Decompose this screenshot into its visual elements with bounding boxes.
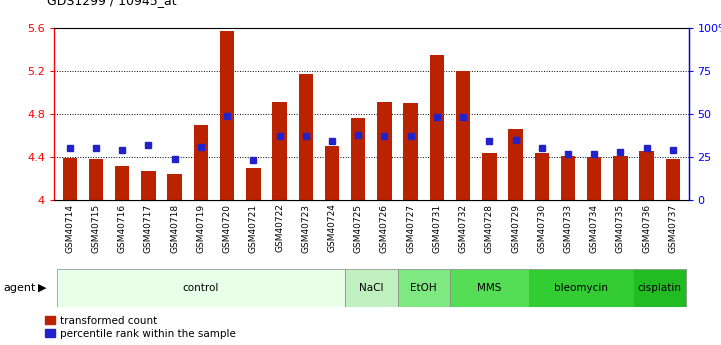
Bar xyxy=(450,269,528,307)
Bar xyxy=(528,269,634,307)
Text: EtOH: EtOH xyxy=(410,283,437,293)
Text: GSM40736: GSM40736 xyxy=(642,204,651,253)
Bar xyxy=(141,171,156,200)
Text: GSM40728: GSM40728 xyxy=(485,204,494,253)
Legend: transformed count, percentile rank within the sample: transformed count, percentile rank withi… xyxy=(45,316,236,339)
Text: control: control xyxy=(182,283,219,293)
Bar xyxy=(534,152,549,200)
Text: GSM40725: GSM40725 xyxy=(354,204,363,253)
Bar xyxy=(220,31,234,200)
Text: GSM40734: GSM40734 xyxy=(590,204,598,253)
Bar xyxy=(640,150,654,200)
Bar xyxy=(324,146,339,200)
Text: GDS1299 / 10945_at: GDS1299 / 10945_at xyxy=(47,0,177,7)
Text: ▶: ▶ xyxy=(37,283,46,293)
Text: GSM40722: GSM40722 xyxy=(275,204,284,253)
Text: GSM40729: GSM40729 xyxy=(511,204,520,253)
Bar xyxy=(404,103,418,200)
Bar xyxy=(665,159,680,200)
Text: GSM40721: GSM40721 xyxy=(249,204,258,253)
Bar xyxy=(613,156,627,200)
Bar xyxy=(430,55,444,200)
Bar xyxy=(561,156,575,200)
Bar xyxy=(57,269,345,307)
Text: GSM40717: GSM40717 xyxy=(144,204,153,253)
Bar xyxy=(456,71,470,200)
Text: bleomycin: bleomycin xyxy=(554,283,608,293)
Text: cisplatin: cisplatin xyxy=(637,283,682,293)
Bar xyxy=(246,168,260,200)
Bar xyxy=(63,158,77,200)
Text: GSM40727: GSM40727 xyxy=(406,204,415,253)
Text: GSM40723: GSM40723 xyxy=(301,204,310,253)
Bar xyxy=(482,152,497,200)
Text: GSM40737: GSM40737 xyxy=(668,204,677,253)
Text: GSM40714: GSM40714 xyxy=(66,204,74,253)
Text: GSM40726: GSM40726 xyxy=(380,204,389,253)
Bar xyxy=(273,102,287,200)
Text: GSM40716: GSM40716 xyxy=(118,204,127,253)
Bar xyxy=(587,157,601,200)
Text: GSM40724: GSM40724 xyxy=(327,204,337,253)
Text: MMS: MMS xyxy=(477,283,502,293)
Bar xyxy=(89,159,103,200)
Bar xyxy=(194,125,208,200)
Text: GSM40718: GSM40718 xyxy=(170,204,180,253)
Text: agent: agent xyxy=(4,283,36,293)
Text: GSM40715: GSM40715 xyxy=(92,204,100,253)
Bar xyxy=(115,166,130,200)
Bar xyxy=(508,129,523,200)
Bar xyxy=(167,174,182,200)
Text: GSM40720: GSM40720 xyxy=(223,204,231,253)
Bar xyxy=(351,118,366,200)
Bar xyxy=(397,269,450,307)
Text: GSM40731: GSM40731 xyxy=(433,204,441,253)
Bar xyxy=(345,269,397,307)
Text: NaCl: NaCl xyxy=(359,283,384,293)
Bar xyxy=(634,269,686,307)
Text: GSM40732: GSM40732 xyxy=(459,204,468,253)
Text: GSM40735: GSM40735 xyxy=(616,204,625,253)
Text: GSM40733: GSM40733 xyxy=(563,204,572,253)
Text: GSM40719: GSM40719 xyxy=(196,204,205,253)
Text: GSM40730: GSM40730 xyxy=(537,204,547,253)
Bar xyxy=(298,74,313,200)
Bar xyxy=(377,102,392,200)
